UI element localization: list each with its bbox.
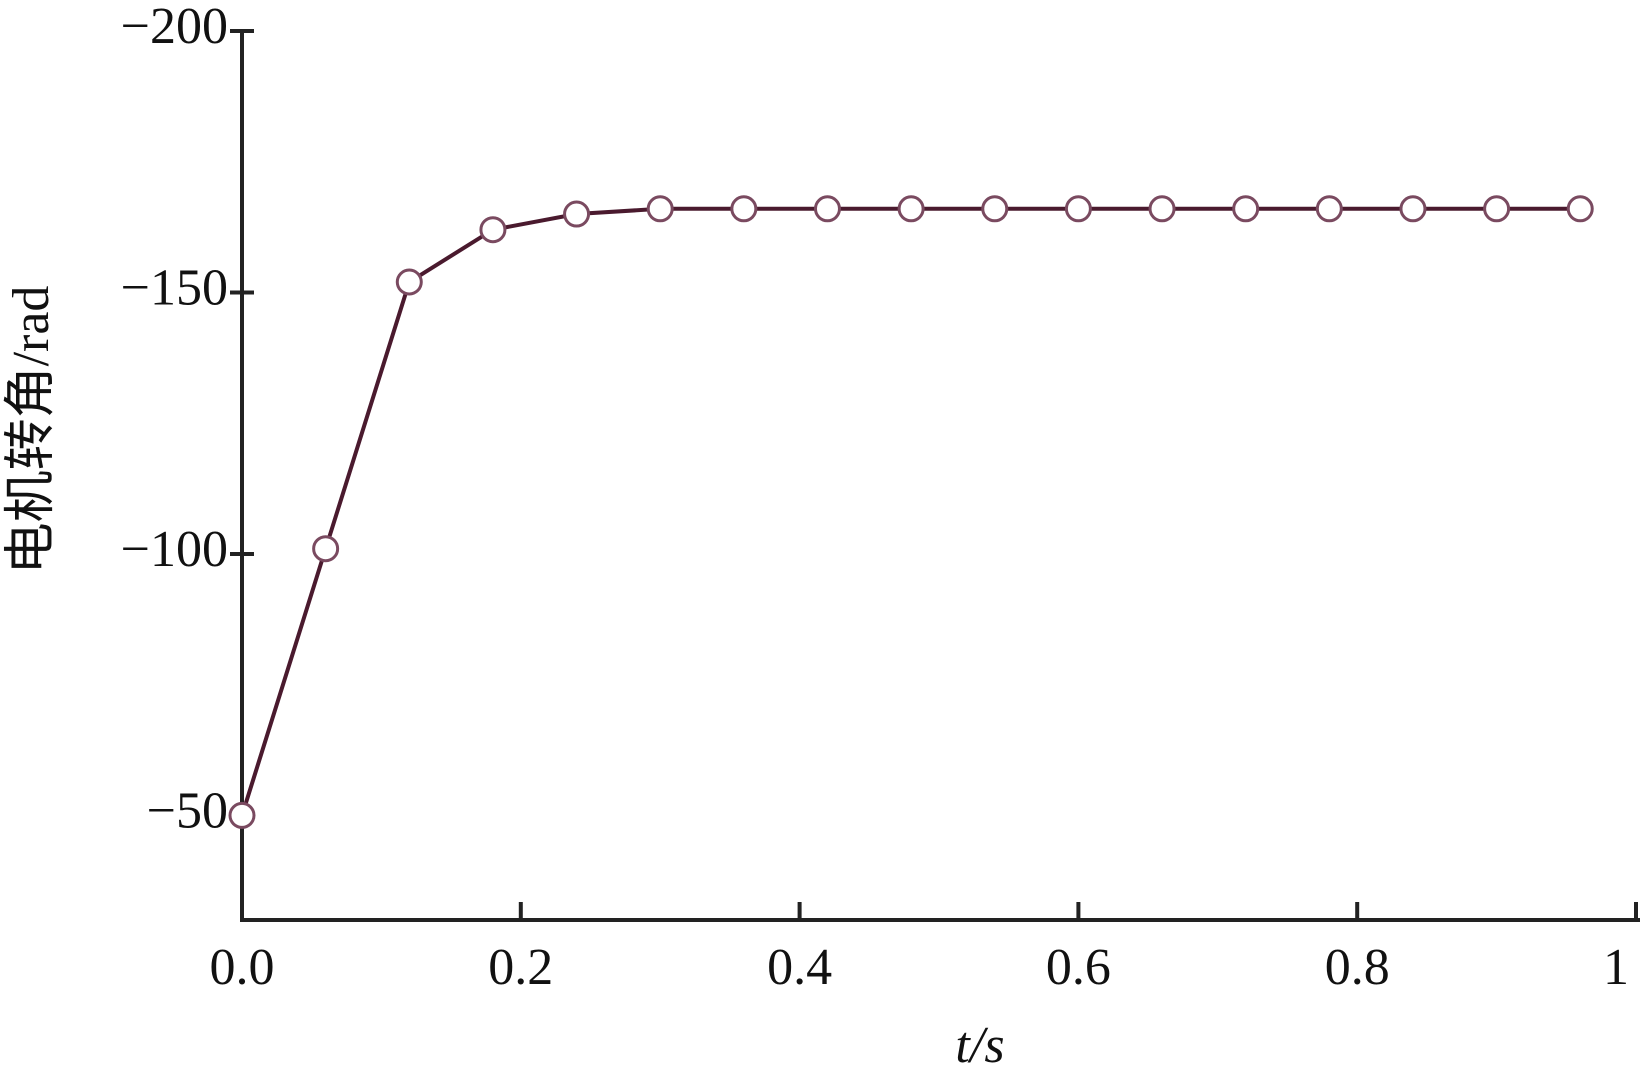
y-tick-label: −50: [147, 782, 228, 839]
marker: [1399, 195, 1427, 223]
x-axis-label: t/s: [955, 1017, 1004, 1074]
marker: [228, 801, 256, 829]
marker: [646, 195, 674, 223]
x-tick-label: 0.6: [1046, 939, 1111, 996]
marker: [897, 195, 925, 223]
marker: [730, 195, 758, 223]
x-tick-label: 0.8: [1325, 939, 1390, 996]
marker: [312, 535, 340, 563]
marker: [1148, 195, 1176, 223]
x-tick-label: 1: [1603, 939, 1629, 996]
marker: [395, 268, 423, 296]
x-tick-label: 0.4: [767, 939, 832, 996]
marker: [813, 195, 841, 223]
y-tick-label: −200: [121, 0, 228, 55]
line: [240, 206, 1581, 817]
axes: [240, 31, 1640, 922]
x-tick-label: 0.0: [210, 939, 275, 996]
marker: [1483, 195, 1511, 223]
marker: [563, 200, 591, 228]
y-axis-label: 电机转角/rad: [3, 286, 60, 575]
marker: [981, 195, 1009, 223]
marker: [1315, 195, 1343, 223]
marker: [479, 216, 507, 244]
marker: [1064, 195, 1092, 223]
y-tick-label: −150: [121, 259, 228, 316]
marker: [1566, 195, 1594, 223]
y-tick-label: −100: [121, 521, 228, 578]
x-tick-label: 0.2: [488, 939, 553, 996]
marker: [1232, 195, 1260, 223]
